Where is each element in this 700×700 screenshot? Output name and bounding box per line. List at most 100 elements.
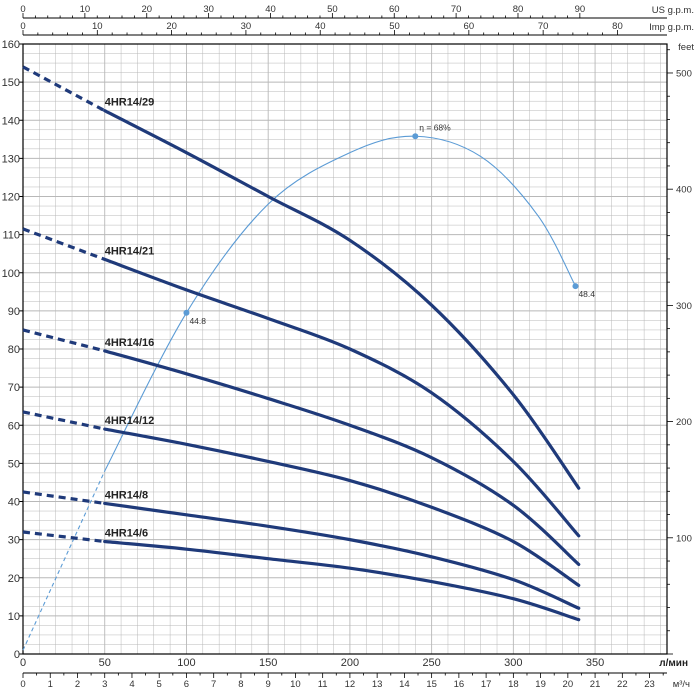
m3h-tick-label: 20: [563, 679, 574, 690]
y-tick-label: 70: [8, 382, 20, 394]
y-tick-label: 0: [14, 649, 20, 661]
m3h-tick-label: 0: [20, 679, 25, 690]
m3h-tick-label: 13: [372, 679, 383, 690]
us-gpm-tick-label: 10: [80, 4, 91, 15]
y-tick-label: 80: [8, 344, 20, 356]
imp-gpm-tick-label: 40: [315, 21, 326, 32]
imp-gpm-axis-label: Imp g.p.m.: [649, 22, 694, 33]
imp-gpm-tick-label: 20: [166, 21, 177, 32]
m3h-tick-label: 7: [211, 679, 216, 690]
series-curve-dashed: [22, 328, 106, 353]
series-curve-line: [103, 501, 581, 610]
efficiency-curve-dashed: [22, 470, 106, 651]
x-axis-label: л/мин: [659, 658, 688, 669]
imp-gpm-tick-label: 80: [612, 21, 623, 32]
efficiency-point: [183, 309, 190, 316]
series-curve-line: [103, 349, 581, 567]
m3h-tick-label: 21: [590, 679, 601, 690]
feet-tick-label: 500: [676, 68, 692, 79]
m3h-tick-label: 10: [290, 679, 301, 690]
efficiency-curve-line: [104, 135, 576, 472]
m3h-tick-label: 8: [238, 679, 243, 690]
x-tick-label: 350: [586, 657, 604, 669]
y-tick-label: 90: [8, 306, 20, 318]
us-gpm-axis-label: US g.p.m.: [652, 5, 694, 16]
series-label: 4HR14/8: [105, 489, 148, 501]
series-curve-dashed: [22, 530, 105, 544]
m3h-tick-label: 2: [75, 679, 80, 690]
m3h-tick-label: 18: [508, 679, 519, 690]
series-curves: [22, 65, 581, 622]
us-gpm-tick-label: 40: [265, 4, 276, 15]
grid: [22, 43, 667, 655]
us-gpm-tick-label: 50: [327, 4, 338, 15]
axes: 0102030405060708090100110120130140150160…: [2, 4, 695, 690]
series-curve-dashed: [22, 490, 105, 505]
imp-gpm-tick-label: 50: [389, 21, 400, 32]
efficiency-point-label: 48.4: [578, 289, 595, 299]
us-gpm-tick-label: 30: [203, 4, 214, 15]
m3h-tick-label: 3: [102, 679, 107, 690]
y-tick-label: 160: [2, 39, 20, 51]
y-tick-label: 10: [8, 611, 20, 623]
series-curve-dashed: [22, 65, 106, 113]
efficiency-point: [572, 283, 579, 290]
m3h-tick-label: 11: [318, 679, 328, 690]
m3h-tick-label: 17: [481, 679, 492, 690]
m3h-tick-label: 16: [454, 679, 465, 690]
y-tick-label: 130: [2, 153, 20, 165]
series-label: 4HR14/21: [105, 245, 155, 257]
m3h-tick-label: 12: [345, 679, 356, 690]
series-label: 4HR14/6: [105, 528, 148, 540]
y-tick-label: 100: [2, 268, 20, 280]
series-curve-line: [103, 257, 581, 538]
y-tick-label: 20: [8, 573, 20, 585]
efficiency-point: [412, 133, 419, 140]
y-tick-label: 50: [8, 458, 20, 470]
y-tick-label: 120: [2, 192, 20, 204]
x-tick-label: 50: [99, 657, 111, 669]
efficiency-curve: [22, 133, 579, 651]
series-curve-dashed: [22, 227, 106, 261]
series-curve-dashed: [22, 410, 106, 431]
efficiency-point-label: 44.8: [189, 316, 206, 326]
m3h-tick-label: 14: [399, 679, 410, 690]
feet-tick-label: 300: [676, 301, 692, 312]
series-label: 4HR14/16: [105, 337, 155, 349]
us-gpm-tick-label: 70: [451, 4, 462, 15]
imp-gpm-tick-label: 10: [92, 21, 103, 32]
x-tick-label: 250: [422, 657, 440, 669]
y-tick-label: 60: [8, 420, 20, 432]
series-curve-line: [103, 427, 581, 587]
y-tick-label: 110: [2, 230, 20, 242]
feet-tick-label: 200: [676, 417, 692, 428]
feet-tick-label: 400: [676, 185, 692, 196]
us-gpm-tick-label: 60: [389, 4, 400, 15]
series-curve-line: [103, 109, 581, 490]
us-gpm-tick-label: 20: [141, 4, 152, 15]
y-tick-label: 30: [8, 535, 20, 547]
labels: 44.8 η = 68% 48.4 4HR14/29 4HR14/21 4HR14/16 4…: [105, 97, 596, 540]
m3h-tick-label: 15: [426, 679, 437, 690]
m3h-tick-label: 1: [48, 679, 53, 690]
us-gpm-tick-label: 0: [20, 4, 25, 15]
series-curve-line: [103, 539, 581, 622]
us-gpm-tick-label: 90: [575, 4, 586, 15]
imp-gpm-tick-label: 30: [241, 21, 252, 32]
x-tick-label: 300: [504, 657, 522, 669]
m3h-tick-label: 9: [266, 679, 271, 690]
y-tick-label: 40: [8, 497, 20, 509]
us-gpm-tick-label: 80: [513, 4, 524, 15]
m3h-axis-label: м³/ч: [673, 679, 690, 690]
m3h-tick-label: 6: [184, 679, 189, 690]
m3h-tick-label: 4: [129, 679, 134, 690]
x-tick-label: 100: [177, 657, 195, 669]
efficiency-point-label: η = 68%: [419, 122, 451, 132]
x-tick-label: 200: [341, 657, 359, 669]
y-tick-label: 140: [2, 115, 20, 127]
imp-gpm-tick-label: 70: [538, 21, 549, 32]
imp-gpm-tick-label: 0: [20, 21, 25, 32]
m3h-tick-label: 22: [617, 679, 628, 690]
series-label: 4HR14/12: [105, 415, 155, 427]
m3h-tick-label: 23: [644, 679, 655, 690]
